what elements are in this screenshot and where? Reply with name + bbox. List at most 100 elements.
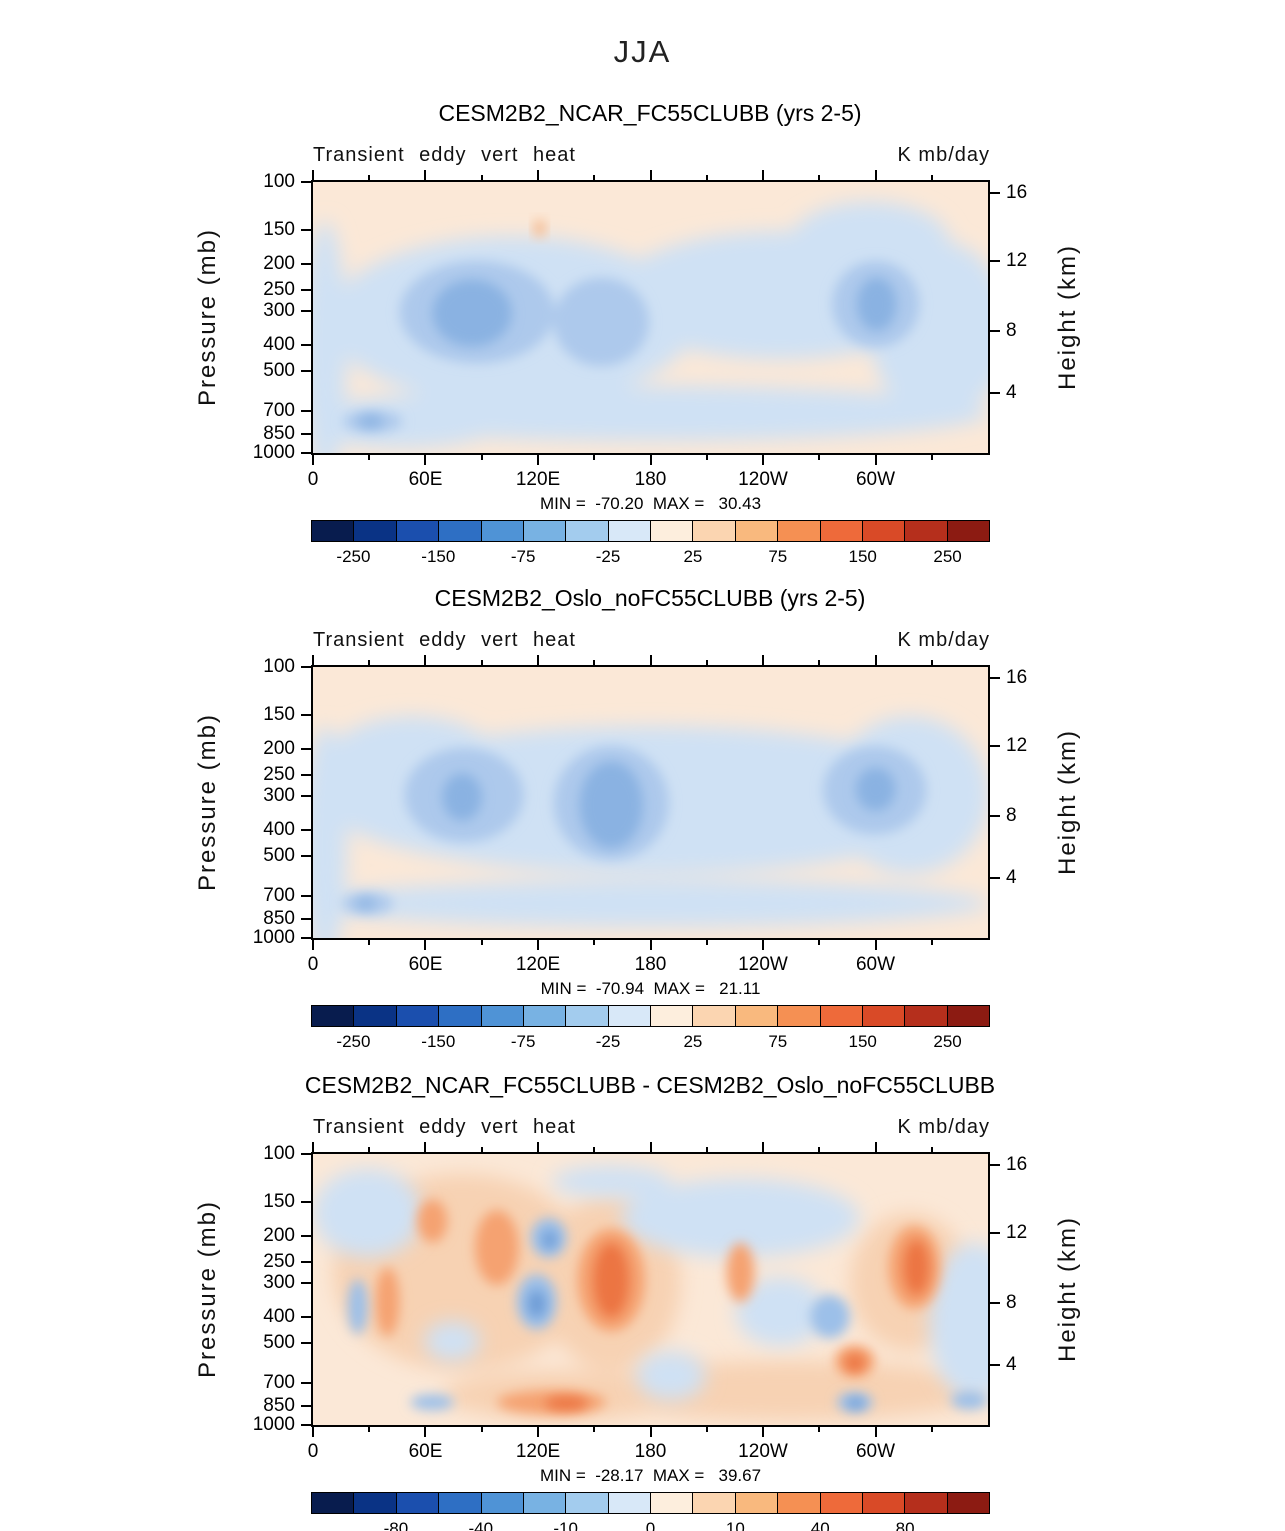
pressure-tick-label: 500 xyxy=(263,360,295,382)
pressure-tick xyxy=(301,1234,313,1237)
pressure-tick xyxy=(301,432,313,435)
colorbar-segment xyxy=(438,521,481,541)
longitude-tick-label: 180 xyxy=(634,469,667,490)
height-tick-label: 4 xyxy=(1006,1354,1017,1376)
height-tick xyxy=(988,1163,1000,1166)
colorbar-segment xyxy=(607,1493,650,1513)
longitude-minor-tick xyxy=(368,1425,371,1432)
height-tick-label: 8 xyxy=(1006,1292,1017,1314)
longitude-minor-tick xyxy=(818,938,821,945)
colorbar xyxy=(311,1005,990,1027)
pressure-tick-label: 200 xyxy=(263,1224,295,1246)
longitude-tick xyxy=(312,655,314,667)
longitude-minor-tick xyxy=(705,1425,708,1432)
colorbar-segment xyxy=(692,521,735,541)
colorbar-label: -25 xyxy=(595,1032,621,1051)
longitude-minor-tick xyxy=(818,175,821,182)
longitude-tick xyxy=(874,1142,877,1154)
longitude-tick xyxy=(312,1425,314,1437)
height-tick xyxy=(988,1231,1000,1234)
pressure-axis-title: Pressure (mb) xyxy=(194,1199,221,1379)
longitude-tick-label: 120W xyxy=(738,469,788,490)
colorbar-wrap: -80 -40 -10 0 10 40 80 xyxy=(311,1492,990,1531)
longitude-tick xyxy=(649,170,652,182)
pressure-tick-label: 400 xyxy=(263,1306,295,1328)
longitude-tick xyxy=(649,655,652,667)
pressure-tick xyxy=(301,829,313,832)
longitude-tick-label: 60E xyxy=(408,469,443,490)
pressure-tick-label: 850 xyxy=(263,1394,295,1416)
longitude-tick xyxy=(536,170,539,182)
longitude-tick xyxy=(874,1425,877,1437)
pressure-tick xyxy=(301,288,313,291)
longitude-tick xyxy=(649,1425,652,1437)
longitude-tick xyxy=(761,1425,764,1437)
colorbar xyxy=(311,1492,990,1514)
panel-title: CESM2B2_NCAR_FC55CLUBB - CESM2B2_Oslo_no… xyxy=(304,1072,996,1098)
longitude-tick xyxy=(312,453,314,465)
colorbar-segment xyxy=(861,521,905,541)
contour-plot: 100 150 200 250 300 400 500 700 850 1000 16 12 8 4 0 60… xyxy=(253,655,1027,975)
colorbar-label: 250 xyxy=(933,1032,962,1051)
pressure-tick xyxy=(301,1381,313,1384)
height-tick-label: 12 xyxy=(1006,1221,1028,1243)
height-tick-label: 4 xyxy=(1006,382,1017,404)
pressure-tick xyxy=(301,666,313,668)
longitude-tick xyxy=(874,938,877,950)
colorbar-label: -150 xyxy=(421,1032,456,1051)
min-max-stats: MIN = -70.94 MAX = 21.11 xyxy=(540,979,761,998)
longitude-minor-tick xyxy=(818,453,821,460)
pressure-tick-label: 150 xyxy=(263,1190,295,1212)
pressure-tick xyxy=(301,262,313,265)
height-tick xyxy=(988,877,1000,880)
colorbar-segment xyxy=(438,1493,481,1513)
longitude-minor-tick xyxy=(593,453,596,460)
pressure-tick xyxy=(301,937,313,939)
longitude-minor-tick xyxy=(593,660,596,667)
pressure-tick-label: 250 xyxy=(263,763,295,785)
pressure-tick xyxy=(301,795,313,798)
colorbar-segment xyxy=(904,521,947,541)
height-tick-label: 8 xyxy=(1006,320,1017,342)
longitude-tick-label: 60E xyxy=(408,954,443,975)
min-max-stats: MIN = -28.17 MAX = 39.67 xyxy=(539,1466,762,1485)
longitude-minor-tick xyxy=(480,1147,483,1154)
height-tick xyxy=(988,815,1000,818)
height-tick-label: 4 xyxy=(1006,867,1017,889)
colorbar-segment xyxy=(819,1493,862,1513)
colorbar-wrap: -250 -150 -75 -25 25 75 150 250 xyxy=(311,520,990,566)
pressure-tick-label: 300 xyxy=(263,300,295,322)
pressure-tick-label: 100 xyxy=(263,171,295,192)
longitude-minor-tick xyxy=(593,938,596,945)
colorbar-segment xyxy=(946,521,989,541)
longitude-minor-tick xyxy=(368,453,371,460)
colorbar-segment xyxy=(904,1006,947,1026)
colorbar-segment xyxy=(777,1006,820,1026)
colorbar-segment xyxy=(861,1006,905,1026)
colorbar xyxy=(311,520,990,542)
colorbar-segment xyxy=(777,521,820,541)
contour-field xyxy=(313,667,988,938)
longitude-tick xyxy=(649,1142,652,1154)
colorbar-segment xyxy=(946,1006,989,1026)
pressure-tick-label: 1000 xyxy=(252,442,295,463)
height-tick-label: 12 xyxy=(1006,734,1028,756)
longitude-tick-label: 180 xyxy=(634,1441,667,1462)
colorbar-segment xyxy=(395,521,439,541)
pressure-tick xyxy=(301,181,313,183)
pressure-tick xyxy=(301,1282,313,1285)
colorbar-wrap: -250 -150 -75 -25 25 75 150 250 xyxy=(311,1005,990,1051)
longitude-minor-tick xyxy=(705,1147,708,1154)
longitude-tick xyxy=(424,938,427,950)
longitude-tick xyxy=(649,938,652,950)
contour-plot: 100 150 200 250 300 400 500 700 850 1000 16 12 8 4 0 60… xyxy=(253,1142,1027,1462)
longitude-tick xyxy=(536,1425,539,1437)
longitude-minor-tick xyxy=(593,175,596,182)
colorbar-segment xyxy=(819,521,862,541)
pressure-tick xyxy=(301,1200,313,1203)
height-tick xyxy=(988,330,1000,333)
pressure-tick-label: 500 xyxy=(263,845,295,867)
longitude-minor-tick xyxy=(930,660,933,667)
colorbar-label: -40 xyxy=(468,1519,494,1531)
pressure-axis-title: Pressure (mb) xyxy=(194,227,221,407)
